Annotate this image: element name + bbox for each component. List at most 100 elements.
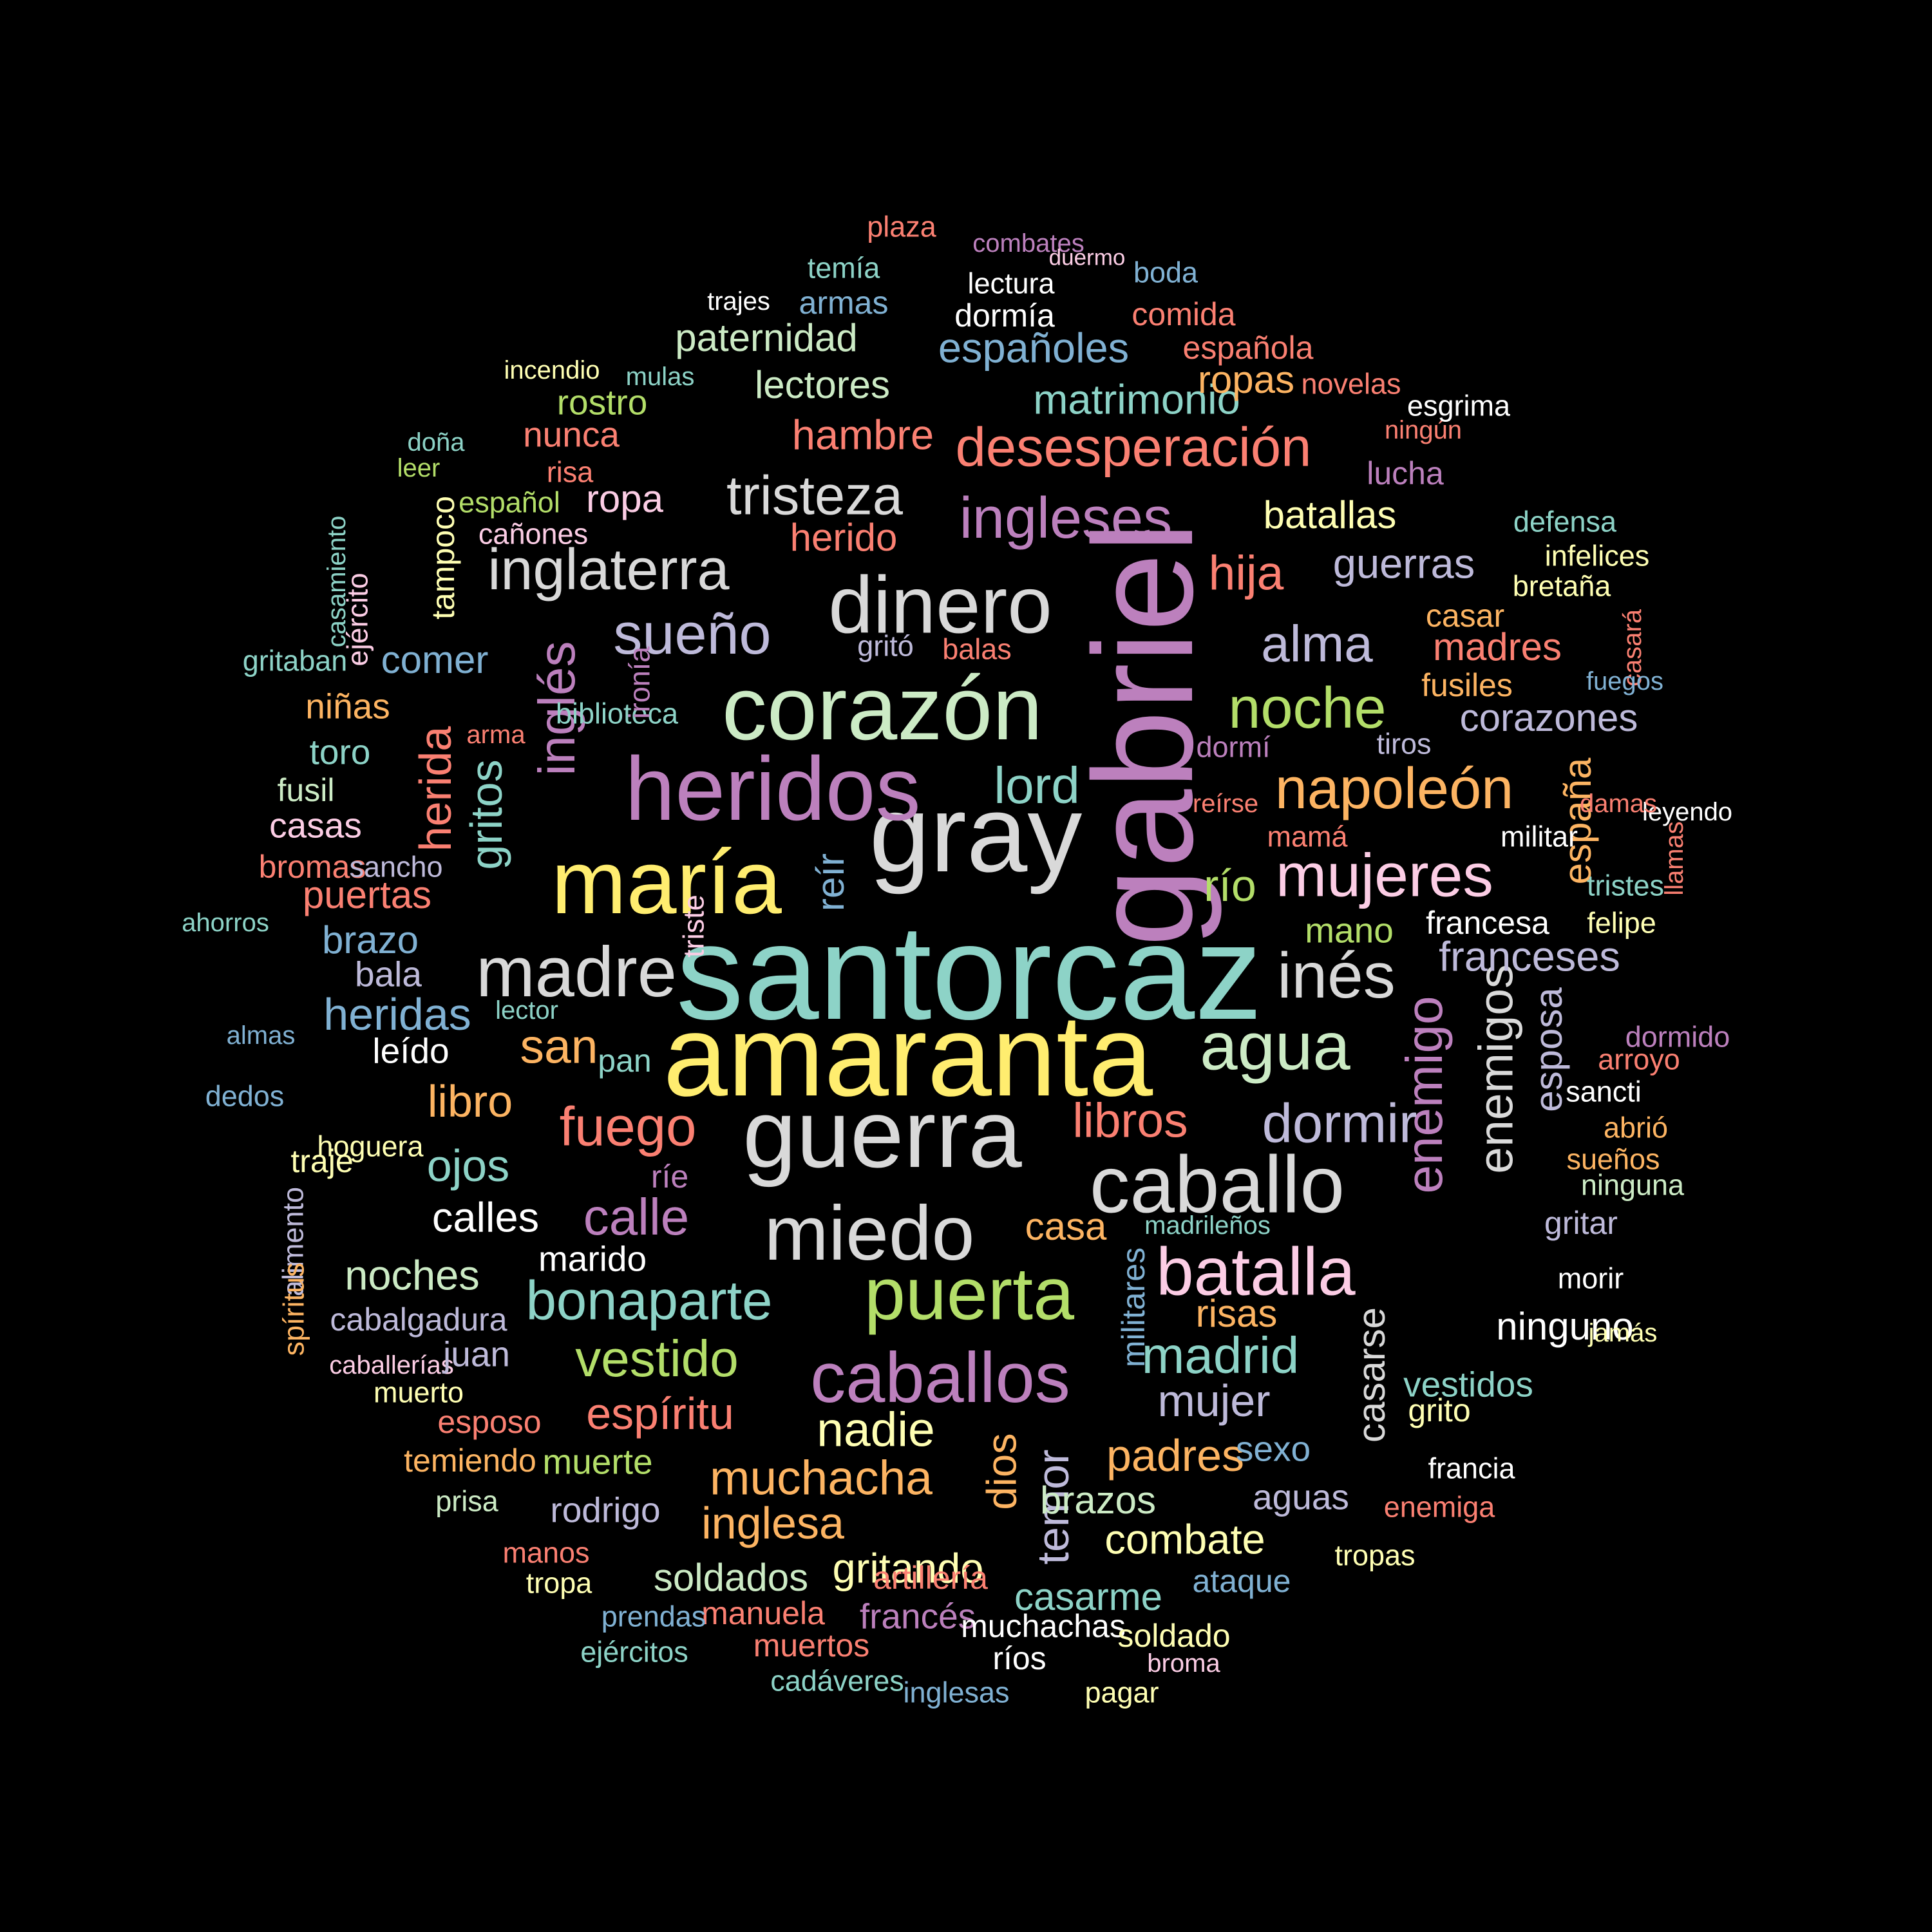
cloud-word: ninguno — [1496, 1305, 1634, 1348]
cloud-word: ataque — [1192, 1563, 1291, 1599]
cloud-word: llamas — [1660, 821, 1689, 896]
cloud-word: cabalgadura — [330, 1302, 507, 1338]
cloud-word: lectura — [967, 267, 1055, 300]
cloud-word: prendas — [601, 1600, 706, 1633]
cloud-word: esposo — [437, 1404, 542, 1440]
cloud-word: vestido — [575, 1330, 739, 1387]
cloud-word: sueño — [613, 602, 772, 667]
cloud-word: herido — [790, 516, 898, 559]
cloud-word: muchachas — [961, 1608, 1126, 1644]
cloud-word: ejércitos — [580, 1635, 688, 1669]
cloud-word: batallas — [1263, 493, 1397, 536]
cloud-word: balas — [942, 632, 1012, 666]
cloud-word: gray — [869, 773, 1083, 895]
cloud-word: matrimonio — [1033, 375, 1240, 423]
cloud-word: muerte — [542, 1441, 653, 1482]
cloud-word: spíritus — [277, 1262, 310, 1356]
cloud-word: ninguna — [1580, 1168, 1685, 1202]
cloud-word: paternidad — [675, 316, 858, 359]
cloud-word: libros — [1072, 1093, 1188, 1148]
cloud-word: ahorros — [182, 909, 269, 937]
cloud-word: fusil — [277, 772, 335, 808]
cloud-word: español — [459, 486, 560, 519]
cloud-word: nadie — [817, 1402, 935, 1457]
cloud-word: fusiles — [1421, 667, 1513, 703]
cloud-word: lord — [994, 757, 1080, 814]
cloud-word: batalla — [1156, 1234, 1356, 1310]
cloud-word: defensa — [1513, 505, 1617, 538]
cloud-word: biblioteca — [555, 697, 679, 730]
cloud-word: san — [520, 1019, 598, 1074]
cloud-word: ríe — [650, 1159, 689, 1195]
cloud-word: risa — [546, 455, 594, 489]
cloud-word: noche — [1228, 676, 1387, 741]
cloud-word: guerras — [1332, 540, 1475, 587]
cloud-word: risas — [1195, 1292, 1278, 1335]
cloud-word: fuego — [559, 1096, 697, 1158]
cloud-word: rodrigo — [550, 1490, 661, 1530]
cloud-word: cañones — [478, 517, 589, 551]
cloud-word: ingleses — [959, 486, 1173, 551]
cloud-word: marido — [538, 1238, 647, 1279]
cloud-word: tiros — [1376, 727, 1432, 761]
cloud-word: aguas — [1253, 1477, 1349, 1517]
cloud-word: manos — [502, 1536, 590, 1569]
cloud-word: esposa — [1527, 987, 1570, 1112]
cloud-word: temiendo — [404, 1443, 536, 1479]
cloud-word: gritar — [1544, 1205, 1618, 1241]
cloud-word: inglesas — [903, 1676, 1010, 1709]
cloud-word: tristeza — [726, 465, 903, 527]
cloud-word: lectores — [754, 363, 891, 406]
cloud-word: brazos — [1039, 1479, 1157, 1522]
cloud-word: casarme — [1014, 1575, 1163, 1618]
cloud-word: francesa — [1426, 905, 1549, 941]
cloud-word: pan — [598, 1043, 652, 1079]
cloud-word: comida — [1132, 296, 1236, 332]
cloud-word: militares — [1115, 1247, 1151, 1368]
cloud-word: comer — [381, 638, 489, 681]
cloud-word: morir — [1557, 1262, 1624, 1295]
cloud-word: sancho — [349, 850, 443, 884]
cloud-word: ningún — [1384, 416, 1463, 444]
cloud-word: combate — [1104, 1515, 1265, 1563]
cloud-word: prisa — [435, 1484, 498, 1518]
cloud-word: mano — [1305, 910, 1394, 951]
cloud-word: soldado — [1117, 1618, 1231, 1654]
cloud-word: cadáveres — [770, 1664, 904, 1698]
cloud-word: reírse — [1192, 790, 1259, 818]
cloud-word: incendio — [504, 356, 600, 384]
cloud-word: heridos — [625, 738, 921, 839]
cloud-word: francia — [1428, 1452, 1515, 1485]
cloud-word: desesperación — [955, 417, 1312, 478]
cloud-word: reír — [809, 853, 852, 911]
cloud-word: ojos — [426, 1141, 510, 1191]
cloud-word: santorcaz — [676, 896, 1263, 1048]
cloud-word: gritando — [832, 1544, 984, 1592]
cloud-word: damas — [1579, 790, 1658, 818]
cloud-word: mujer — [1157, 1376, 1271, 1426]
cloud-word: bretaña — [1512, 569, 1611, 603]
cloud-word: amaranta — [663, 991, 1153, 1121]
cloud-word: muchacha — [709, 1450, 933, 1505]
cloud-word: inglaterra — [488, 538, 730, 602]
cloud-word: maría — [551, 831, 782, 933]
cloud-word: plaza — [867, 210, 936, 243]
cloud-word: napoleón — [1274, 757, 1514, 821]
cloud-word: enemigos — [1468, 964, 1523, 1174]
cloud-word: caballo — [1089, 1140, 1345, 1230]
cloud-word: calles — [431, 1193, 540, 1241]
cloud-word: broma — [1147, 1649, 1220, 1678]
cloud-word: tristes — [1586, 869, 1665, 902]
cloud-word: almas — [226, 1021, 296, 1050]
cloud-word: padres — [1106, 1430, 1245, 1481]
cloud-word: grito — [1408, 1392, 1471, 1428]
cloud-word: bromas — [258, 849, 366, 885]
cloud-word: tampoco — [425, 496, 461, 620]
cloud-word: rostro — [556, 382, 648, 422]
cloud-word: española — [1182, 330, 1314, 366]
cloud-word: dios — [978, 1433, 1025, 1510]
cloud-word: lector — [495, 996, 558, 1025]
cloud-word: libro — [427, 1076, 513, 1126]
cloud-word: dinero — [828, 560, 1052, 650]
cloud-word: novelas — [1301, 367, 1401, 401]
